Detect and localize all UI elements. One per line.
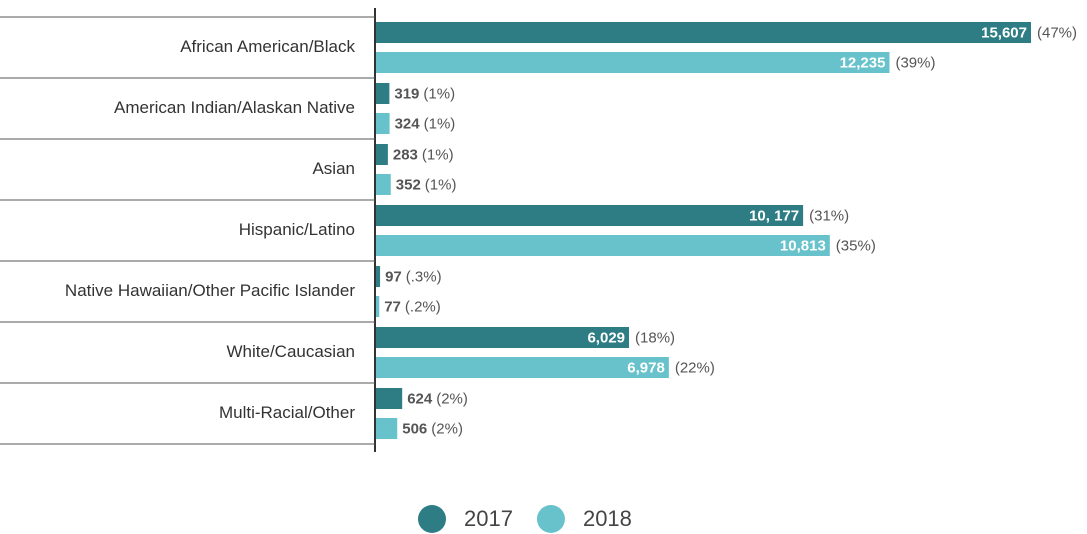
value-label: 6,029 <box>587 329 625 346</box>
value-label: 77 <box>384 298 401 315</box>
percent-label: (1%) <box>424 115 456 132</box>
bar <box>376 22 1031 43</box>
category-label: Asian <box>312 159 355 178</box>
category-label: Hispanic/Latino <box>239 220 355 239</box>
bar <box>376 327 630 348</box>
bar <box>376 113 390 134</box>
percent-label: (2%) <box>436 390 468 407</box>
percent-label: (1%) <box>423 85 455 102</box>
percent-label: (2%) <box>431 420 463 437</box>
value-label: 283 <box>393 146 418 163</box>
bar <box>376 388 403 409</box>
bar <box>376 83 390 104</box>
value-label: 319 <box>394 85 419 102</box>
legend-label: 2017 <box>464 506 513 531</box>
percent-label: (18%) <box>635 329 675 346</box>
percent-label: (1%) <box>422 146 454 163</box>
category-label: American Indian/Alaskan Native <box>114 98 355 117</box>
value-label: 324 <box>395 115 421 132</box>
percent-label: (.3%) <box>406 268 442 285</box>
percent-label: (31%) <box>809 207 849 224</box>
bar <box>376 418 398 439</box>
percent-label: (.2%) <box>405 298 441 315</box>
category-label: Multi-Racial/Other <box>219 403 355 422</box>
percent-label: (47%) <box>1037 24 1077 41</box>
value-label: 624 <box>407 390 433 407</box>
bar <box>376 52 890 73</box>
bar <box>376 296 380 317</box>
legend-swatch <box>536 505 565 533</box>
percent-label: (1%) <box>425 176 457 193</box>
category-label: White/Caucasian <box>226 342 355 361</box>
bar <box>376 174 391 195</box>
percent-label: (39%) <box>895 54 935 71</box>
value-label: 97 <box>385 268 402 285</box>
value-label: 12,235 <box>840 54 886 71</box>
legend-label: 2018 <box>583 506 632 531</box>
value-label: 10, 177 <box>749 207 799 224</box>
bar <box>376 266 381 287</box>
category-label: Native Hawaiian/Other Pacific Islander <box>65 281 355 300</box>
legend-swatch <box>418 505 446 533</box>
category-label: African American/Black <box>180 37 355 56</box>
bar <box>376 235 830 256</box>
bar <box>376 144 388 165</box>
value-label: 6,978 <box>627 359 665 376</box>
percent-label: (22%) <box>675 359 715 376</box>
value-label: 352 <box>396 176 421 193</box>
value-label: 10,813 <box>780 237 826 254</box>
value-label: 506 <box>402 420 427 437</box>
value-label: 15,607 <box>981 24 1027 41</box>
bar <box>376 205 804 226</box>
percent-label: (35%) <box>836 237 876 254</box>
bar <box>376 357 669 378</box>
